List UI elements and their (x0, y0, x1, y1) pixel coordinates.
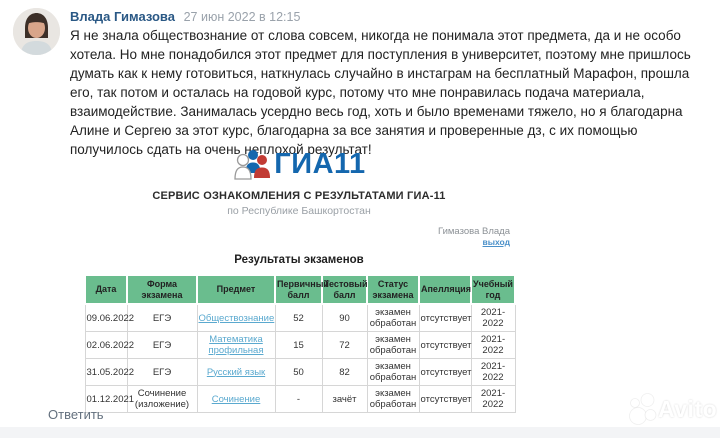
cell-status: экзамен обработан (366, 303, 420, 332)
avito-logo-icon (629, 393, 718, 425)
cell-status: экзамен обработан (366, 358, 420, 386)
author-name-link[interactable]: Влада Гимазова (70, 9, 175, 24)
subject-link[interactable]: Русский язык (206, 366, 266, 378)
subject-link[interactable]: Математика профильная (208, 334, 264, 356)
cell-year: 2021- 2022 (470, 331, 516, 359)
cell-subject: Русский язык (196, 358, 276, 386)
col-header-appeal: Апелляция (418, 274, 472, 305)
gia-logo-text: ГИА11 (274, 147, 366, 180)
cell-date: 01.12.2021 (84, 385, 134, 413)
cell-status: экзамен обработан (366, 331, 420, 359)
gia-people-icon (234, 150, 271, 180)
cell-appeal: отсутствует (418, 303, 472, 332)
cell-primary-score: 52 (274, 303, 323, 332)
table-header-row: Дата Форма экзамена Предмет Первичный ба… (84, 274, 516, 305)
gia-region-subtitle: по Республике Башкортостан (227, 205, 371, 217)
cell-primary-score: 50 (274, 358, 323, 386)
cell-test-score: зачёт (321, 385, 368, 413)
cell-year: 2021- 2022 (470, 303, 516, 332)
avatar[interactable] (13, 8, 60, 55)
col-header-date: Дата (84, 274, 128, 305)
table-row: 09.06.2022 ЕГЭ Обществознание 52 90 экза… (84, 303, 516, 332)
cell-year: 2021- 2022 (470, 385, 516, 413)
cell-subject: Математика профильная (196, 331, 276, 359)
cell-test-score: 72 (321, 331, 368, 359)
logout-link[interactable]: выход (482, 237, 510, 247)
subject-link[interactable]: Сочинение (211, 393, 261, 405)
bottom-strip (0, 427, 720, 438)
table-row: 01.12.2021 Сочинение (изложение) Сочинен… (84, 385, 516, 413)
col-header-status: Статус экзамена (366, 274, 420, 305)
cell-primary-score: 15 (274, 331, 323, 359)
gia-account-name: Гимазова Влада (437, 226, 510, 237)
cell-status: экзамен обработан (366, 385, 420, 413)
comment-text: Я не знала обществознание от слова совсе… (70, 28, 691, 157)
avatar-image (13, 8, 60, 55)
cell-test-score: 90 (321, 303, 368, 332)
col-header-year: Учебный год (470, 274, 516, 305)
cell-form: ЕГЭ (126, 303, 198, 332)
results-title: Результаты экзаменов (234, 254, 364, 266)
col-header-test-score: Тестовый балл (321, 274, 368, 305)
cell-appeal: отсутствует (418, 358, 472, 386)
cell-date: 09.06.2022 (84, 303, 134, 332)
cell-appeal: отсутствует (418, 331, 472, 359)
comment-timestamp: 27 июн 2022 в 12:15 (183, 10, 301, 24)
cell-form: ЕГЭ (126, 331, 198, 359)
cell-test-score: 82 (321, 358, 368, 386)
col-header-primary-score: Первичный балл (274, 274, 329, 305)
cell-subject: Сочинение (196, 385, 276, 413)
table-row: 02.06.2022 ЕГЭ Математика профильная 15 … (84, 331, 516, 359)
reply-button[interactable]: Ответить (48, 407, 104, 422)
gia-service-title: СЕРВИС ОЗНАКОМЛЕНИЯ С РЕЗУЛЬТАТАМИ ГИА-1… (152, 190, 446, 202)
cell-subject: Обществознание (196, 303, 276, 332)
avito-watermark-text: Avito (658, 396, 718, 422)
col-header-subject: Предмет (196, 274, 276, 305)
gia-logo: ГИА11 (84, 144, 514, 184)
avito-watermark: Avito (628, 390, 718, 430)
cell-date: 31.05.2022 (84, 358, 134, 386)
cell-date: 02.06.2022 (84, 331, 134, 359)
table-row: 31.05.2022 ЕГЭ Русский язык 50 82 экзаме… (84, 358, 516, 386)
results-table: Дата Форма экзамена Предмет Первичный ба… (84, 274, 516, 413)
subject-link[interactable]: Обществознание (198, 312, 275, 324)
cell-primary-score: - (274, 385, 323, 413)
col-header-form: Форма экзамена (126, 274, 198, 305)
cell-form: Сочинение (изложение) (126, 385, 198, 413)
cell-form: ЕГЭ (126, 358, 198, 386)
gia-screenshot: ГИА11 СЕРВИС ОЗНАКОМЛЕНИЯ С РЕЗУЛЬТАТАМИ… (84, 140, 516, 413)
cell-appeal: отсутствует (418, 385, 472, 413)
comment-header: Влада Гимазова 27 июн 2022 в 12:15 (70, 9, 300, 24)
cell-year: 2021- 2022 (470, 358, 516, 386)
